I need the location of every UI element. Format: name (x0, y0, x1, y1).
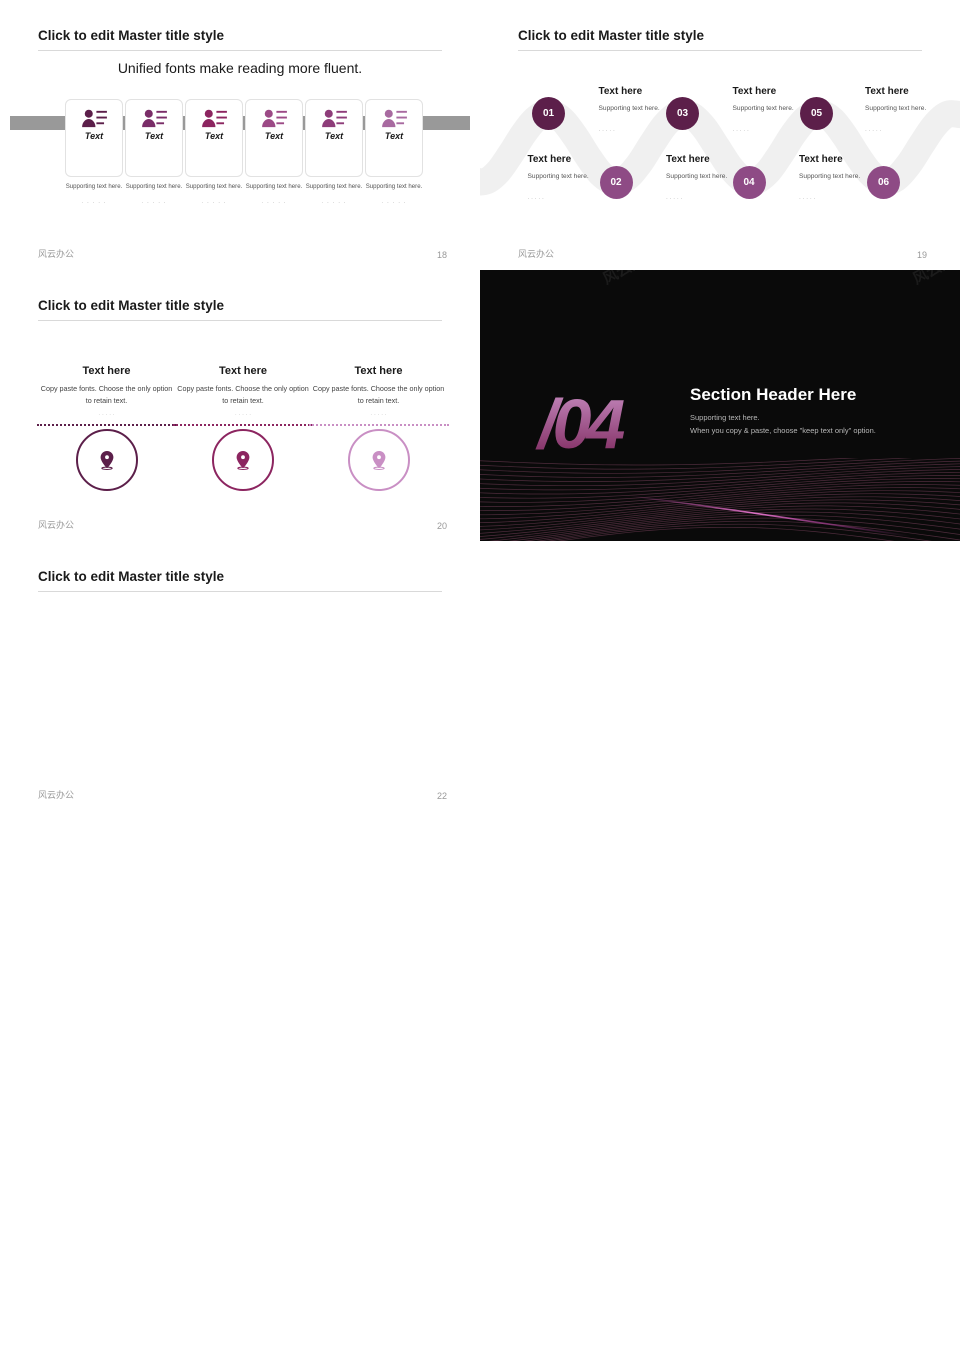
svg-text:/04: /04 (535, 385, 624, 463)
